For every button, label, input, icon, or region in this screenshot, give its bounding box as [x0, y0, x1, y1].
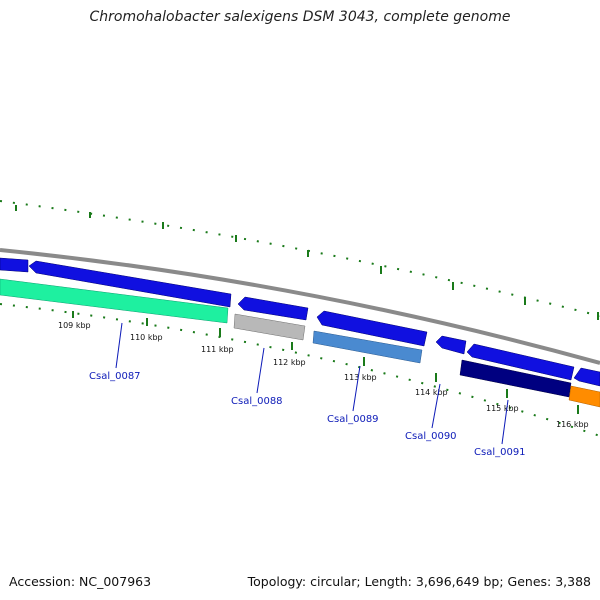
- cog-block-navy: [459, 359, 572, 398]
- tick-label: 111 kbp: [201, 345, 234, 354]
- cog-block-green: [0, 278, 229, 324]
- gene-label-csal-0088[interactable]: Csal_0088: [231, 396, 283, 407]
- cog-track: [0, 278, 600, 408]
- tick-label: 115 kbp: [486, 404, 519, 413]
- cog-block-orange: [568, 385, 600, 408]
- accession-label: Accession: NC_007963: [9, 574, 152, 589]
- genome-stats-label: Topology: circular; Length: 3,696,649 bp…: [247, 574, 591, 589]
- cds-arrow: [466, 343, 575, 381]
- cds-arrow: [316, 310, 428, 347]
- tick-labels: 109 kbp 110 kbp 111 kbp 112 kbp 113 kbp …: [58, 321, 589, 429]
- tick-label: 110 kbp: [130, 333, 163, 342]
- tick-label: 112 kbp: [273, 358, 306, 367]
- cds-arrow: [0, 257, 29, 273]
- gene-label-leaders: [115, 322, 509, 445]
- backbone: [0, 248, 600, 365]
- map-title: Chromohalobacter salexigens DSM 3043, co…: [89, 9, 511, 25]
- tick-label: 109 kbp: [58, 321, 91, 330]
- gene-label-csal-0090[interactable]: Csal_0090: [405, 431, 457, 442]
- cds-arrow: [237, 296, 309, 321]
- tick-label: 113 kbp: [344, 373, 377, 382]
- tick-label: 114 kbp: [415, 388, 448, 397]
- cds-arrow: [573, 367, 600, 387]
- forward-cds-track: [0, 257, 600, 387]
- cog-block-steelblue: [312, 330, 423, 364]
- cds-arrow: [28, 260, 232, 308]
- outer-major-ticks: [15, 205, 599, 320]
- gene-label-csal-0087[interactable]: Csal_0087: [89, 371, 141, 382]
- cds-arrow: [435, 335, 467, 355]
- cog-block-gray: [233, 313, 306, 341]
- gene-labels: Csal_0087 Csal_0088 Csal_0089 Csal_0090 …: [89, 371, 526, 458]
- inner-major-ticks: [72, 311, 579, 414]
- gene-label-csal-0089[interactable]: Csal_0089: [327, 414, 379, 425]
- gene-label-csal-0091[interactable]: Csal_0091: [474, 447, 526, 458]
- tick-label: 116 kbp: [556, 420, 589, 429]
